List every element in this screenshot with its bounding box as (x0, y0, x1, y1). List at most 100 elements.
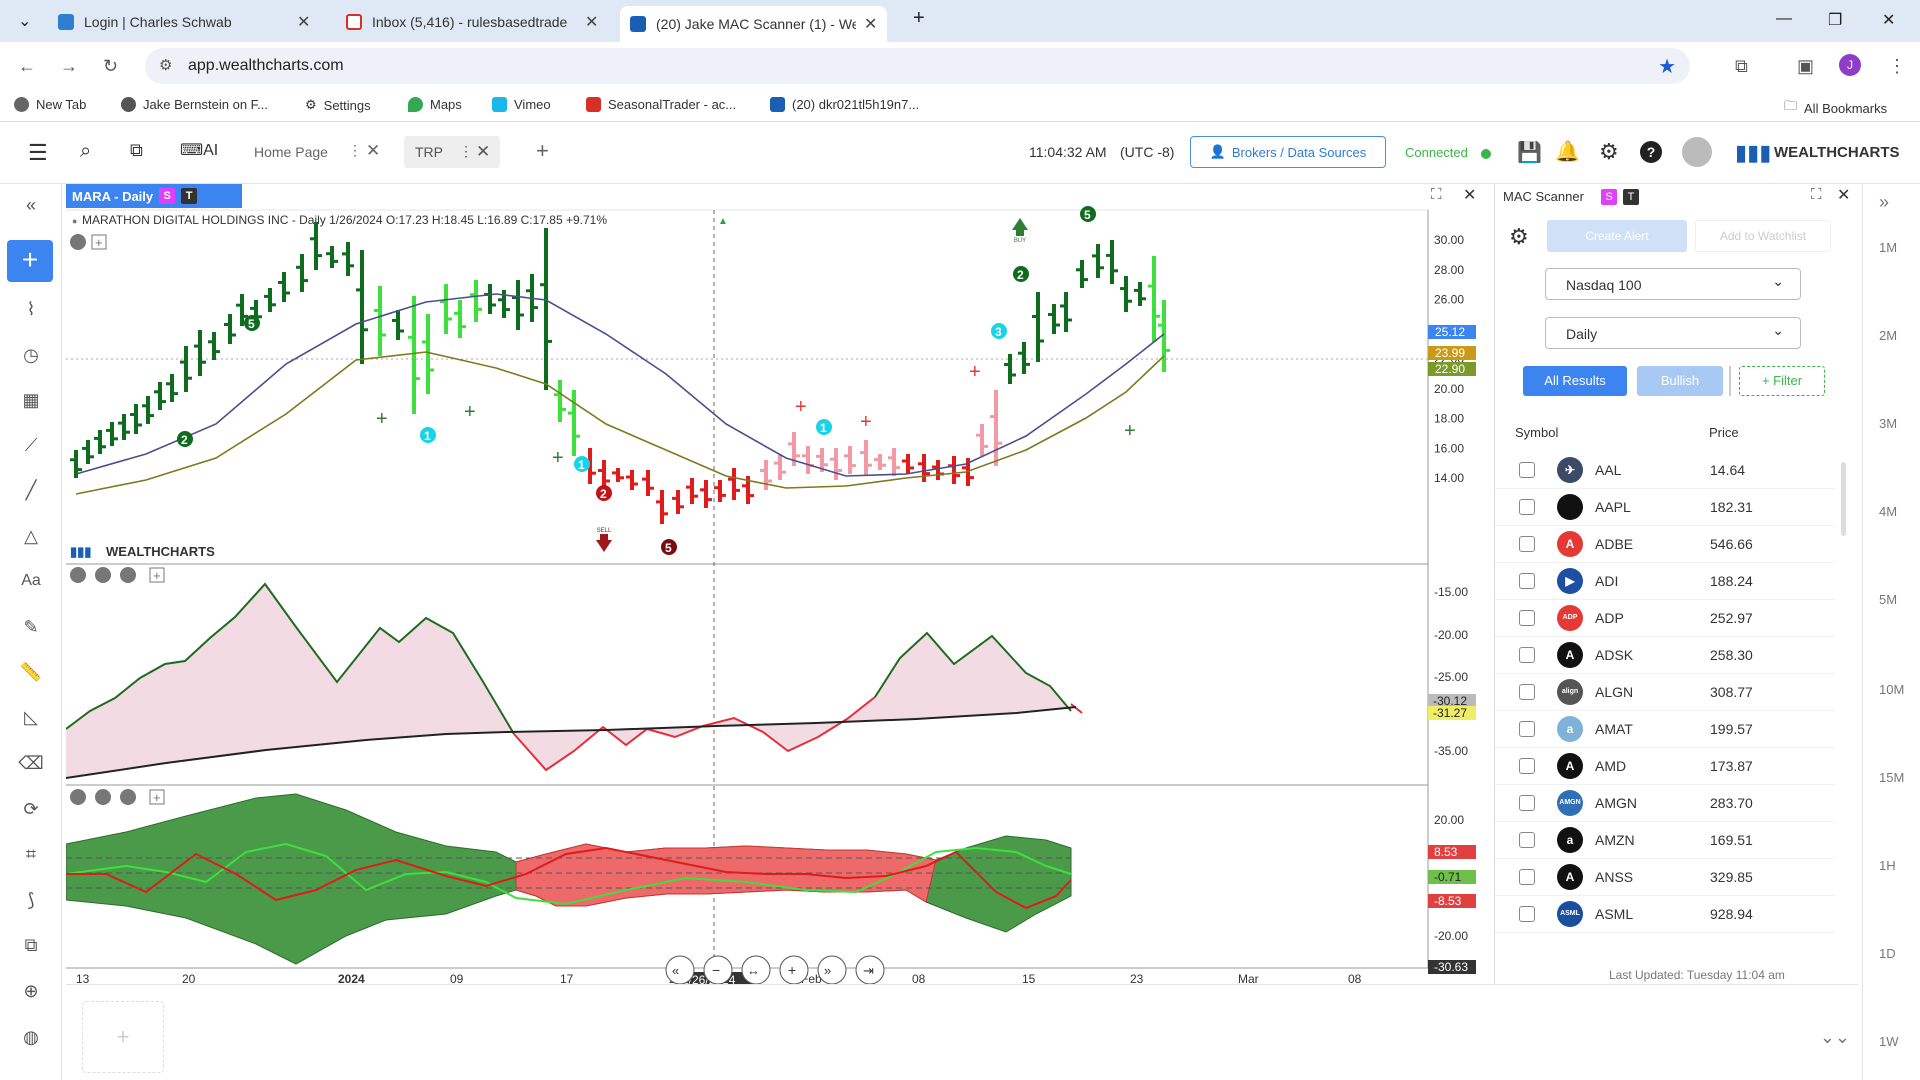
tab-menu-icon[interactable]: ⋮ (348, 142, 362, 158)
ai-icon[interactable]: ⌨AI (180, 142, 219, 159)
row-checkbox[interactable] (1519, 573, 1535, 589)
close-window-icon[interactable]: ✕ (1882, 12, 1896, 29)
side-panel-icon[interactable]: ▣ (1797, 56, 1815, 76)
nav-tab-trp[interactable]: TRP ⋮ ✕ (404, 136, 500, 168)
row-checkbox[interactable] (1519, 832, 1535, 848)
scanner-row[interactable]: ▶ ADI 188.24 (1495, 563, 1835, 600)
eraser-icon[interactable]: ⌫ (18, 753, 44, 773)
tf-1d[interactable]: 1D (1879, 946, 1896, 961)
add-watchlist-button[interactable]: Add to Watchlist (1695, 220, 1831, 252)
bookmark-vimeo[interactable]: Vimeo (492, 97, 551, 112)
brokers-button[interactable]: 👤 Brokers / Data Sources (1190, 136, 1386, 168)
scanner-row[interactable]: A AMD 173.87 (1495, 748, 1835, 785)
ruler-icon[interactable]: 📏 (19, 662, 43, 682)
help-icon[interactable]: ? (1640, 141, 1662, 163)
clock-icon[interactable]: ◷ (23, 345, 39, 365)
profile-avatar[interactable]: J (1839, 54, 1861, 76)
site-info-icon[interactable]: ⚙ (159, 57, 173, 74)
new-tab-icon[interactable]: + (913, 7, 925, 29)
maximize-icon[interactable]: ❐ (1828, 12, 1843, 29)
bookmark-new-tab[interactable]: New Tab (14, 97, 86, 112)
row-checkbox[interactable] (1519, 906, 1535, 922)
user-avatar[interactable] (1682, 137, 1712, 167)
scrollbar-thumb[interactable] (1841, 462, 1846, 536)
add-tool-button[interactable]: + (7, 240, 53, 282)
nav-tab-home[interactable]: Home Page (254, 144, 328, 160)
bell-icon[interactable]: 🔔 (1555, 141, 1580, 163)
measure-icon[interactable]: ◺ (24, 707, 38, 727)
close-tab-icon[interactable]: ✕ (864, 16, 878, 33)
pattern-icon[interactable]: ⟆ (27, 890, 35, 910)
pencil-icon[interactable]: ✎ (23, 617, 39, 637)
scanner-row[interactable]: A ADSK 258.30 (1495, 637, 1835, 674)
tf-4m[interactable]: 4M (1879, 504, 1898, 519)
tf-5m[interactable]: 5M (1879, 592, 1898, 607)
tab-search-icon[interactable]: ⌄ (18, 13, 32, 30)
maximize-panel-icon[interactable]: ⛶ (1811, 186, 1822, 203)
chart-type-icon[interactable]: ⌗ (25, 844, 37, 864)
tf-1m[interactable]: 1M (1879, 240, 1898, 255)
tab-menu-icon[interactable]: ⋮ (459, 143, 473, 159)
scanner-row[interactable]: ASML ASML 928.94 (1495, 896, 1835, 933)
row-checkbox[interactable] (1519, 758, 1535, 774)
tf-10m[interactable]: 10M (1879, 682, 1905, 697)
close-tab-icon[interactable]: ✕ (476, 142, 491, 161)
bookmark-all[interactable]: 🗀 All Bookmarks (1784, 97, 1887, 119)
line-tool-icon[interactable]: ╱ (25, 480, 37, 500)
reload-icon[interactable]: ↻ (103, 56, 119, 76)
bookmark-dkr[interactable]: (20) dkr021tl5h19n7... (770, 97, 919, 112)
indicators-icon[interactable]: ⌇ (26, 299, 36, 319)
layouts-icon[interactable]: ⧉ (130, 140, 143, 160)
url-bar[interactable]: ⚙ app.wealthcharts.com ★ (145, 48, 1690, 84)
bullish-button[interactable]: Bullish (1637, 366, 1723, 396)
hamburger-menu-icon[interactable]: ☰ (28, 140, 48, 165)
sync-icon[interactable]: ⟳ (23, 799, 39, 819)
timeframe-select[interactable]: Daily ⌄ (1545, 317, 1801, 349)
expand-bottom-icon[interactable]: ⌄⌄ (1819, 1027, 1850, 1047)
row-checkbox[interactable] (1519, 462, 1535, 478)
scanner-row[interactable]: a AMZN 169.51 (1495, 822, 1835, 859)
row-checkbox[interactable] (1519, 795, 1535, 811)
close-chart-icon[interactable]: ✕ (1463, 187, 1477, 204)
globe-icon[interactable]: ◍ (23, 1027, 39, 1047)
scanner-settings-icon[interactable]: ⚙ (1509, 224, 1529, 249)
row-checkbox[interactable] (1519, 684, 1535, 700)
menu-icon[interactable]: ⋮ (1888, 56, 1906, 76)
chart-tab[interactable]: MARA - Daily S T (66, 184, 242, 208)
gear-icon[interactable]: ⚙ (1599, 139, 1619, 164)
tf-3m[interactable]: 3M (1879, 416, 1898, 431)
collapse-left-icon[interactable]: « (25, 195, 36, 215)
trend-icon[interactable]: ⟋ (24, 435, 38, 455)
scanner-row[interactable]: a AMAT 199.57 (1495, 711, 1835, 748)
shapes-icon[interactable]: △ (24, 526, 38, 546)
row-checkbox[interactable] (1519, 869, 1535, 885)
scanner-row[interactable]: AAPL 182.31 (1495, 489, 1835, 526)
text-tool-icon[interactable]: Aa (21, 572, 41, 589)
scanner-row[interactable]: A ADBE 546.66 (1495, 526, 1835, 563)
row-checkbox[interactable] (1519, 721, 1535, 737)
index-select[interactable]: Nasdaq 100 ⌄ (1545, 268, 1801, 300)
save-icon[interactable]: 💾 (1517, 142, 1542, 164)
scanner-row[interactable]: ADP ADP 252.97 (1495, 600, 1835, 637)
bookmark-jake[interactable]: Jake Bernstein on F... (121, 97, 268, 112)
calendar-icon[interactable]: ▦ (22, 390, 40, 410)
collapse-right-icon[interactable]: » (1879, 192, 1890, 212)
browser-tab-gmail[interactable]: Inbox (5,416) - rulesbasedtrade ✕ (336, 6, 608, 38)
row-checkbox[interactable] (1519, 499, 1535, 515)
create-alert-button[interactable]: Create Alert (1547, 220, 1687, 252)
extensions-icon[interactable]: ⧉ (1735, 56, 1748, 76)
scanner-row[interactable]: AMGN AMGN 283.70 (1495, 785, 1835, 822)
crosshair-icon[interactable]: ⊕ (23, 981, 39, 1001)
tf-15m[interactable]: 15M (1879, 770, 1905, 785)
row-checkbox[interactable] (1519, 610, 1535, 626)
add-widget-button[interactable]: + (82, 1001, 164, 1073)
close-tab-icon[interactable]: ✕ (366, 141, 381, 160)
filter-button[interactable]: + Filter (1739, 366, 1825, 396)
browser-tab-wealthcharts[interactable]: (20) Jake MAC Scanner (1) - We ✕ (620, 6, 888, 42)
bookmark-settings[interactable]: ⚙ Settings (305, 97, 371, 113)
browser-tab-schwab[interactable]: Login | Charles Schwab ✕ (48, 6, 320, 38)
tf-2m[interactable]: 2M (1879, 328, 1898, 343)
add-tab-icon[interactable]: + (536, 138, 549, 163)
bookmark-star-icon[interactable]: ★ (1658, 56, 1676, 78)
close-tab-icon[interactable]: ✕ (585, 14, 599, 31)
